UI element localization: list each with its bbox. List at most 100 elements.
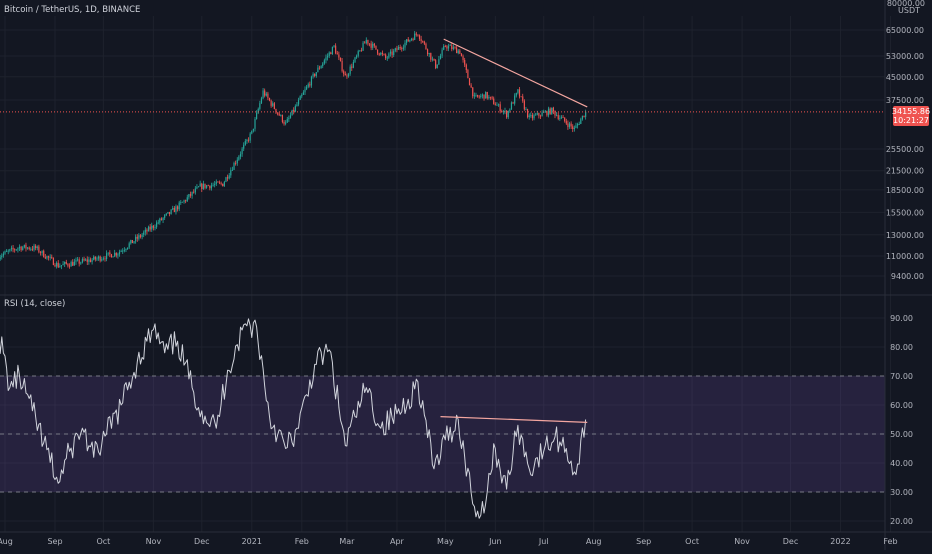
candle-body [567,123,569,128]
candle-body [280,115,282,116]
candle-body [302,92,304,95]
candle-body [75,260,77,262]
candle-body [328,52,330,57]
price-tick-label: 11000.00 [886,252,924,261]
candle-body [80,262,82,264]
candle-body [325,57,327,61]
candle-body [494,104,496,106]
candle-body [318,67,321,69]
candle-body [207,185,209,187]
candle-body [457,50,459,54]
candle-body [252,128,254,131]
candle-body [72,262,74,266]
price-trendline[interactable] [443,38,588,108]
candle-body [123,250,125,251]
candle-body [249,133,251,141]
candle-body [446,46,448,49]
candle-body [570,123,572,127]
candle-body [107,252,109,254]
candle-body [433,58,435,61]
candle-body [372,43,374,48]
candle-body [351,66,353,68]
current-price-badge [893,106,929,126]
candle-body [439,55,442,60]
candle-body [333,45,335,47]
candle-body [536,113,538,115]
candle-body [381,52,384,54]
candle-body [147,226,150,232]
price-axis[interactable]: 65000.00 53000.00 45000.00 37500.00 25500.00… [886,26,924,281]
candle-body [204,183,206,188]
candle-body [197,186,200,188]
candle-body [257,108,259,113]
candle-body [514,95,516,104]
candle-body [126,247,129,250]
price-tick-label: 53000.00 [886,52,924,61]
candle-body [460,53,463,57]
candle-body [199,183,201,187]
candle-body [57,262,59,268]
candle-body [223,181,225,187]
candle-body [222,183,224,187]
candle-body [189,194,192,196]
candle-body [149,226,151,230]
candle-body [131,239,134,244]
candle-body [356,55,358,58]
price-tick-label: 21500.00 [886,167,924,176]
candle-body [89,259,92,263]
candle-body [210,185,213,189]
candle-body [488,96,490,99]
candle-body [78,259,80,264]
candle-body [423,41,425,44]
candle-body [441,49,443,56]
candle-body [562,117,564,119]
candle-body [14,249,16,251]
candle-body [293,109,295,112]
time-tick-label: Aug [586,537,602,546]
time-tick-label: Oct [96,537,110,546]
candle-body [59,266,61,268]
candle-body [156,222,158,228]
candle-body [226,177,229,179]
candle-body [17,248,19,250]
candle-body [360,50,363,52]
candle-body [575,125,577,128]
candle-body [141,234,143,237]
candle-body [565,121,567,124]
time-axis[interactable]: Aug Sep Oct Nov Dec 2021 Feb Mar Apr May Jun Jul Aug… [0,537,898,546]
candle-body [406,39,408,43]
candle-body [43,250,45,258]
candle-body [33,245,35,250]
candle-body [528,115,530,118]
candle-body [493,98,495,105]
candle-body [557,115,559,119]
candle-body [336,53,338,55]
candle-body [367,39,369,44]
candle-body [346,75,348,77]
candle-body [341,61,343,72]
candle-body [239,154,242,157]
rsi-tick-label: 70.00 [890,372,913,381]
candle-body [170,209,172,215]
candle-body [378,53,380,55]
candle-body [110,254,113,258]
time-tick-label: Feb [883,537,897,546]
candle-body [9,249,11,251]
candle-body [175,206,177,213]
candle-body [133,241,135,244]
time-tick-label: Dec [783,537,798,546]
candle-body [483,94,485,99]
candle-body [109,252,111,255]
rsi-trendline[interactable] [440,416,588,423]
candle-body [106,253,108,260]
candle-body [188,194,190,198]
candle-body [114,252,116,257]
candle-body [401,48,403,50]
price-tick-label: 13000.00 [886,231,924,240]
rsi-axis[interactable]: 90.00 80.00 70.00 60.00 50.00 40.00 30.00 20.00 [890,314,913,526]
candle-body [393,50,395,55]
candle-body [585,111,587,117]
candle-body [23,244,25,248]
